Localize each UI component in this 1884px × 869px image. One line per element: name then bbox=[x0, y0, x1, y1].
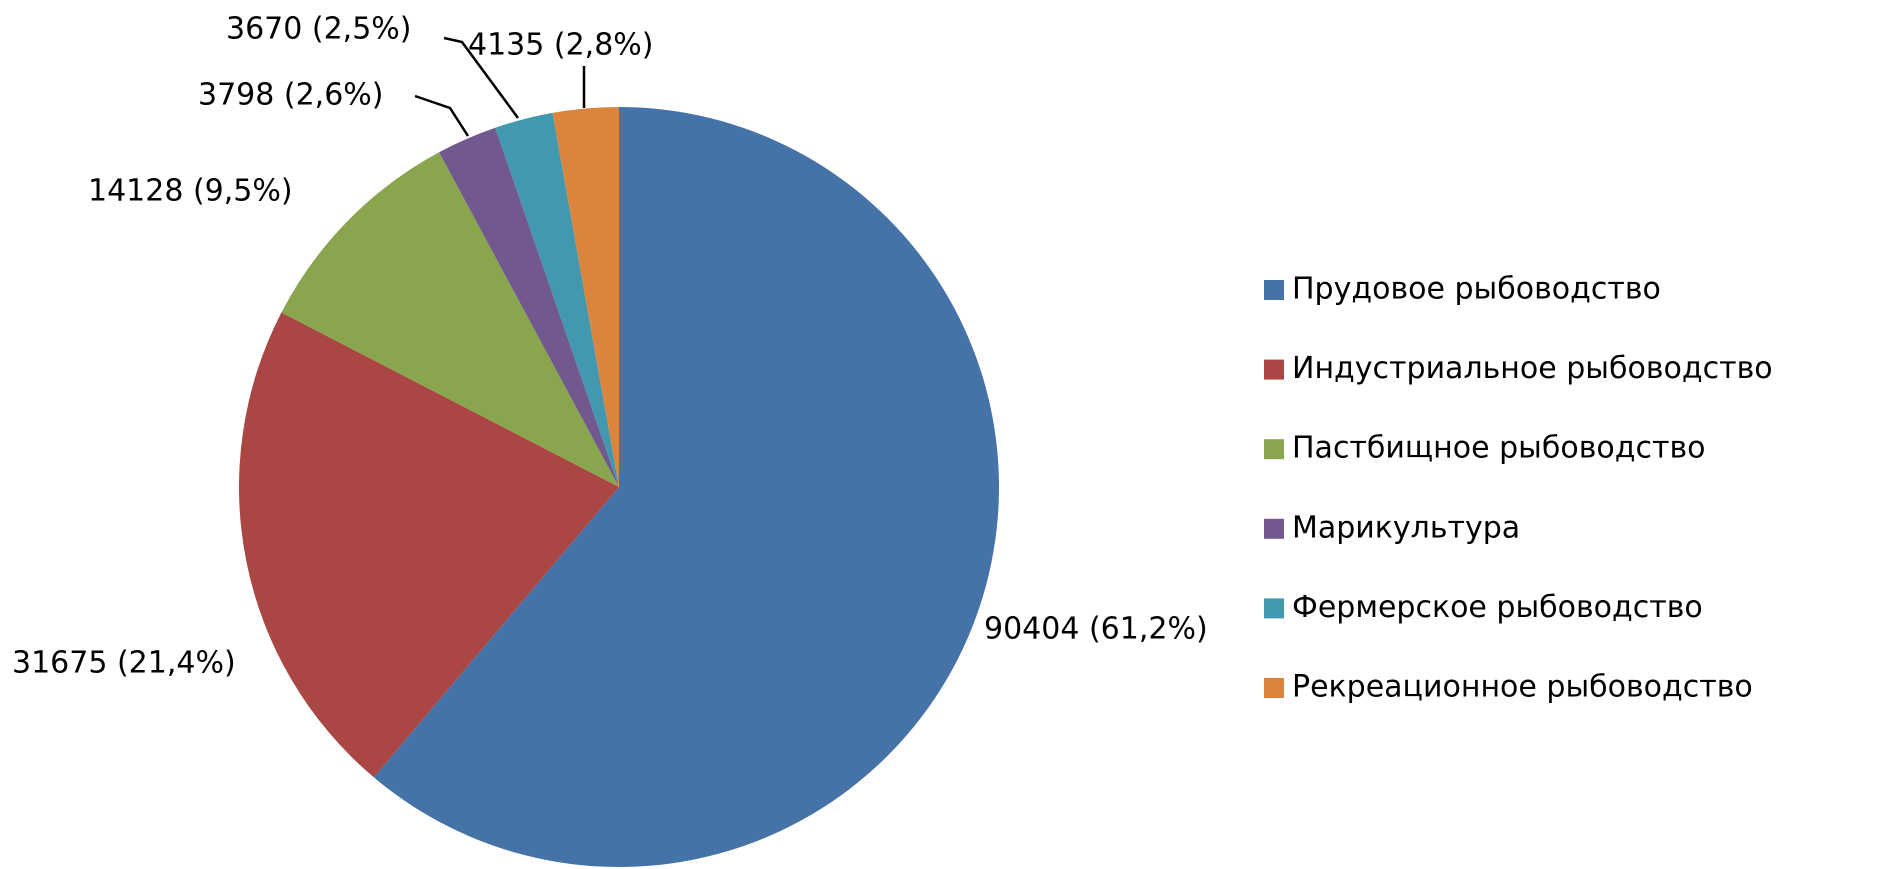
legend-swatch bbox=[1264, 598, 1284, 619]
pie-slice bbox=[238, 312, 619, 778]
legend-swatch bbox=[1264, 439, 1284, 460]
legend-label: Прудовое рыбоводство bbox=[1292, 272, 1661, 307]
legend-label: Фермерское рыбоводство bbox=[1292, 590, 1703, 625]
legend-label: Рекреационное рыбоводство bbox=[1292, 670, 1753, 705]
legend-swatch bbox=[1264, 518, 1284, 539]
data-label: 90404 (61,2%) bbox=[984, 612, 1208, 647]
data-label: 14128 (9,5%) bbox=[88, 174, 293, 209]
legend-swatch bbox=[1264, 359, 1284, 380]
pie-slice bbox=[281, 152, 619, 487]
data-label: 3670 (2,5%) bbox=[226, 12, 412, 47]
pie-slice bbox=[552, 107, 619, 487]
pie-slice bbox=[439, 127, 619, 487]
legend-label: Марикультура bbox=[1292, 510, 1520, 545]
data-label: 31675 (21,4%) bbox=[12, 646, 236, 681]
legend-swatch bbox=[1264, 678, 1284, 698]
data-label: 3798 (2,6%) bbox=[198, 78, 384, 113]
pie-slice bbox=[495, 112, 619, 487]
leader-line bbox=[443, 36, 520, 119]
legend-label: Пастбищное рыбоводство bbox=[1292, 431, 1706, 466]
pie-slice bbox=[373, 107, 1000, 868]
legend-label: Индустриальное рыбоводство bbox=[1292, 351, 1773, 386]
leader-line bbox=[414, 94, 470, 137]
legend-swatch bbox=[1264, 280, 1284, 300]
data-label: 4135 (2,8%) bbox=[468, 28, 654, 63]
